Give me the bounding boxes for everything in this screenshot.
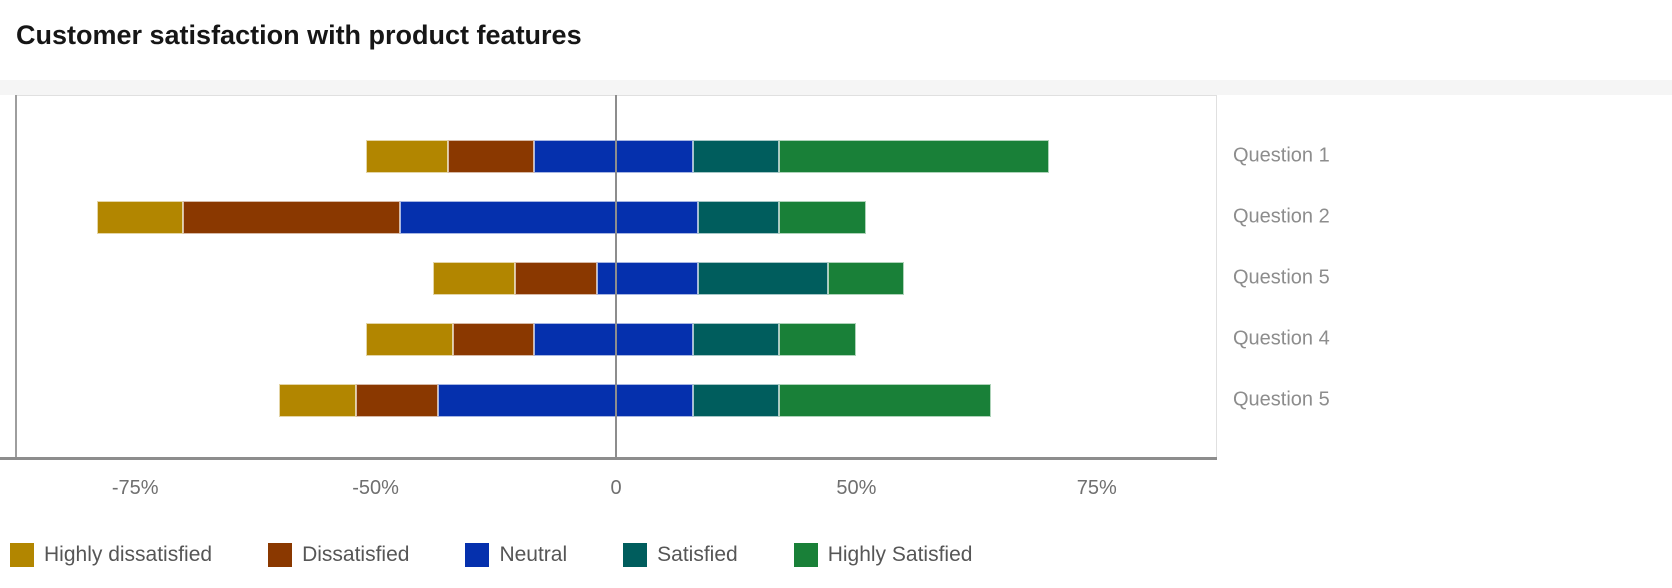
bar-segment-dissatisfied-question-5-4[interactable]	[356, 384, 439, 417]
bar-segment-highly-dissatisfied-question-4-3[interactable]	[365, 323, 453, 356]
bar-segment-highly-dissatisfied-question-1-0[interactable]	[365, 140, 448, 173]
legend-item-highly-satisfied[interactable]: Highly Satisfied	[793, 543, 973, 567]
bar-segment-neutral-question-2-1[interactable]	[399, 201, 698, 234]
legend-swatch-dissatisfied	[268, 543, 293, 567]
bar-segment-neutral-question-5-4[interactable]	[438, 384, 693, 417]
legend-label: Dissatisfied	[302, 543, 410, 566]
bar-segment-neutral-question-5-2[interactable]	[596, 262, 698, 295]
legend-swatch-satisfied	[623, 543, 648, 567]
legend-label: Highly dissatisfied	[44, 543, 213, 566]
category-label-0: Question 1	[1233, 144, 1330, 167]
y-axis-line	[15, 95, 17, 458]
bar-segment-satisfied-question-2-1[interactable]	[697, 201, 780, 234]
x-tick-label-3: 50%	[836, 477, 877, 499]
bar-segment-highly-dissatisfied-question-5-2[interactable]	[433, 262, 516, 295]
category-label-1: Question 2	[1233, 205, 1330, 228]
bar-segment-dissatisfied-question-2-1[interactable]	[183, 201, 400, 234]
x-tick-label-4: 75%	[1076, 477, 1117, 499]
legend-swatch-neutral	[465, 543, 490, 567]
chart-title: Customer satisfaction with product featu…	[16, 20, 582, 50]
bar-segment-highly-satisfied-question-2-1[interactable]	[779, 201, 866, 234]
legend-swatch-highly-dissatisfied	[10, 543, 34, 567]
x-tick-label-2: 0	[610, 477, 622, 499]
bar-segment-dissatisfied-question-4-3[interactable]	[452, 323, 535, 356]
legend-item-satisfied[interactable]: Satisfied	[623, 543, 738, 567]
bar-segment-satisfied-question-5-4[interactable]	[692, 384, 780, 417]
legend-swatch-highly-satisfied	[793, 543, 818, 567]
bar-segment-satisfied-question-5-2[interactable]	[697, 262, 828, 295]
x-tick-label-1: -50%	[352, 477, 399, 499]
plot-border-right	[1216, 95, 1217, 458]
plot-area	[15, 95, 1217, 458]
category-label-3: Question 4	[1233, 327, 1330, 350]
legend-item-dissatisfied[interactable]: Dissatisfied	[268, 543, 409, 567]
legend-label: Neutral	[499, 543, 568, 566]
x-axis-line	[0, 457, 1217, 460]
legend-item-highly-dissatisfied[interactable]: Highly dissatisfied	[10, 543, 212, 567]
bar-segment-highly-dissatisfied-question-5-4[interactable]	[279, 384, 357, 417]
bar-segment-highly-satisfied-question-5-2[interactable]	[827, 262, 905, 295]
bar-segment-highly-satisfied-question-5-4[interactable]	[779, 384, 992, 417]
category-label-4: Question 5	[1233, 388, 1330, 411]
bar-segment-highly-dissatisfied-question-2-1[interactable]	[96, 201, 184, 234]
x-tick-label-0: -75%	[111, 477, 159, 499]
bar-segment-neutral-question-4-3[interactable]	[534, 323, 693, 356]
bar-segment-satisfied-question-4-3[interactable]	[692, 323, 780, 356]
legend-label: Highly Satisfied	[827, 543, 973, 566]
bar-segment-satisfied-question-1-0[interactable]	[692, 140, 780, 173]
bar-segment-dissatisfied-question-1-0[interactable]	[447, 140, 535, 173]
category-label-2: Question 5	[1233, 266, 1330, 289]
bar-segment-highly-satisfied-question-1-0[interactable]	[779, 140, 1049, 173]
bar-segment-neutral-question-1-0[interactable]	[534, 140, 693, 173]
zero-axis-line	[615, 95, 617, 458]
bar-segment-dissatisfied-question-5-2[interactable]	[515, 262, 597, 295]
legend-item-neutral[interactable]: Neutral	[465, 543, 567, 567]
legend-label: Satisfied	[657, 543, 738, 566]
legend: Highly dissatisfied Dissatisfied Neutral Sa…	[10, 543, 972, 567]
chart-top-band	[0, 80, 1672, 95]
bar-segment-highly-satisfied-question-4-3[interactable]	[779, 323, 857, 356]
